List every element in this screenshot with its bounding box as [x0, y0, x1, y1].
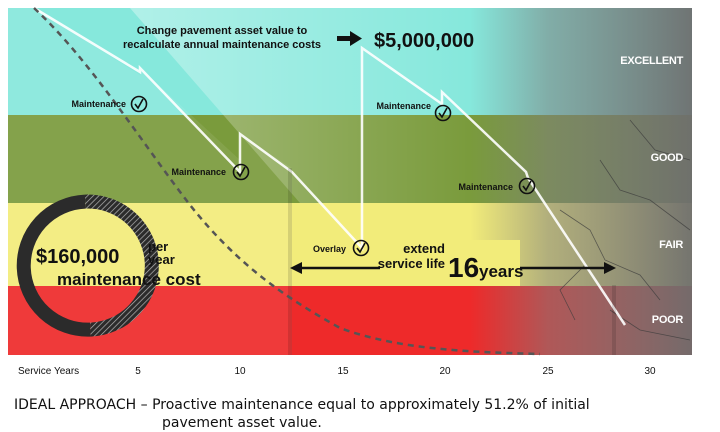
treatment-maintenance-3: Maintenance: [376, 101, 452, 122]
donut-ring: [16, 194, 91, 337]
axis-label: Service Years: [18, 366, 79, 377]
asphalt-cracks: [559, 119, 691, 341]
caption-line-1: IDEAL APPROACH – Proactive maintenance e…: [14, 397, 590, 413]
treatment-label: Maintenance: [376, 101, 431, 111]
check-circle-icon: [434, 104, 452, 122]
extend-years-number: 16: [448, 252, 479, 283]
cost-per-label: per: [148, 239, 168, 254]
treatment-overlay: Overlay: [313, 239, 370, 257]
check-circle-icon: [232, 163, 250, 181]
service-life-label: service life: [378, 256, 445, 271]
check-circle-icon: [352, 239, 370, 257]
do-nothing-decay-curve: [33, 7, 541, 356]
axis-tick: 10: [234, 366, 246, 377]
callout-text-line1: Change pavement asset value to: [137, 25, 308, 37]
lifecycle-area-shade: [8, 8, 292, 355]
axis-tick: 5: [135, 366, 141, 377]
axis-tick: 15: [337, 366, 349, 377]
condition-fair-label: FAIR: [659, 239, 683, 251]
axis-tick: 20: [439, 366, 451, 377]
axis-tick: 25: [542, 366, 554, 377]
condition-excellent-label: EXCELLENT: [620, 55, 683, 67]
year-strip-28: [612, 285, 616, 355]
donut-ring-hatched: [84, 194, 159, 337]
callout-arrow-icon: [337, 31, 362, 46]
year-strip-12: [288, 168, 292, 355]
cost-amount: $160,000: [36, 246, 119, 268]
caption: IDEAL APPROACH – Proactive maintenance e…: [14, 396, 704, 432]
callout-text-line2: recalculate annual maintenance costs: [123, 39, 321, 51]
cost-label: maintenance cost: [57, 270, 201, 289]
cost-year-label: year: [148, 252, 175, 267]
treatment-label: Maintenance: [458, 182, 513, 192]
treatment-label: Maintenance: [171, 167, 226, 177]
treatment-maintenance-2: Maintenance: [171, 163, 250, 181]
asphalt-overlay: [470, 8, 692, 355]
extend-label: extend: [403, 241, 445, 256]
treatment-maintenance-4: Maintenance: [458, 177, 536, 195]
extend-label-backdrop: [380, 240, 520, 286]
treatment-label: Maintenance: [71, 99, 126, 109]
check-circle-icon: [130, 95, 148, 113]
condition-good-label: GOOD: [651, 152, 684, 164]
axis-tick: 30: [644, 366, 656, 377]
fade-overlay: [130, 8, 470, 203]
caption-line-2: pavement asset value.: [162, 415, 322, 431]
asset-value: $5,000,000: [374, 30, 474, 52]
check-circle-icon: [518, 177, 536, 195]
treatment-label: Overlay: [313, 244, 346, 254]
cost-donut-chart: [16, 194, 159, 337]
extend-years-unit: years: [479, 262, 523, 281]
condition-poor-label: POOR: [652, 314, 684, 326]
treatment-maintenance-1: Maintenance: [71, 95, 148, 113]
